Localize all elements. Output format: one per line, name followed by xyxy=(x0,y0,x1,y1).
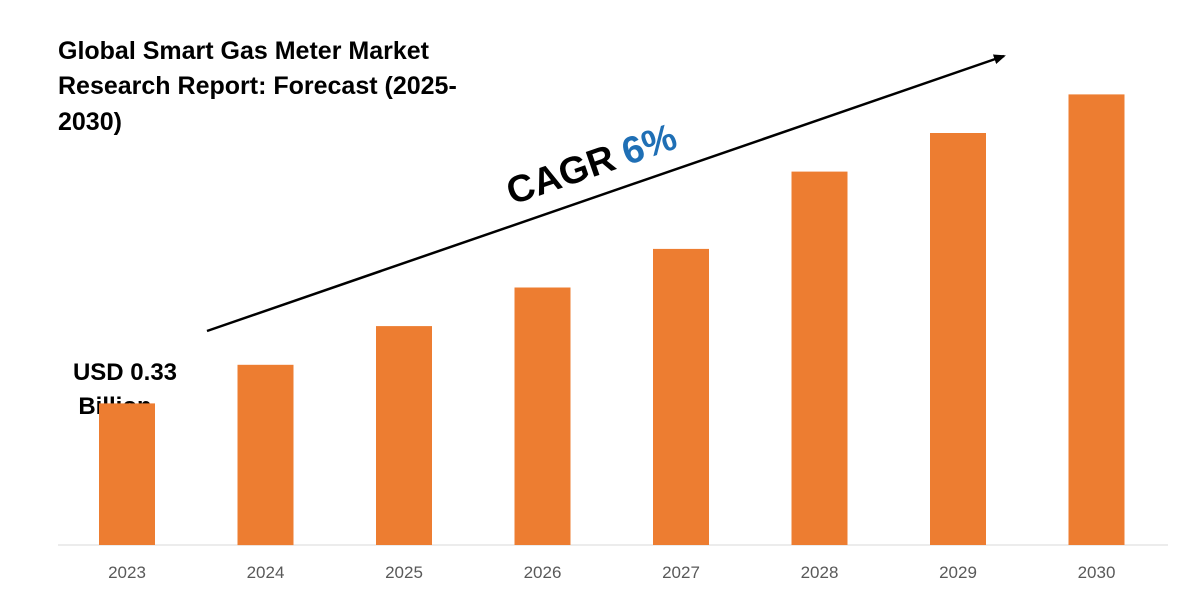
bar-2023 xyxy=(99,403,155,545)
x-tick-label-2023: 2023 xyxy=(108,563,146,582)
cagr-value: 6% xyxy=(617,116,683,174)
x-tick-label-2029: 2029 xyxy=(939,563,977,582)
x-tick-group: 2023 2024 2025 2026 2027 2028 2029 2030 xyxy=(108,563,1115,582)
x-tick-label-2024: 2024 xyxy=(247,563,285,582)
bar-2028 xyxy=(791,171,848,545)
x-tick-label-2027: 2027 xyxy=(662,563,700,582)
x-tick-label-2030: 2030 xyxy=(1078,563,1116,582)
x-tick-label-2026: 2026 xyxy=(524,563,562,582)
chart-title-line-2: Research Report: Forecast (2025- xyxy=(58,72,457,100)
x-tick-label-2025: 2025 xyxy=(385,563,423,582)
bar-2026 xyxy=(514,287,571,545)
start-value-line-1: USD 0.33 xyxy=(73,359,177,386)
bar-group xyxy=(99,94,1125,546)
bar-2027 xyxy=(653,248,709,545)
chart-title-line-3: 2030) xyxy=(58,108,122,136)
bar-2030 xyxy=(1068,94,1125,546)
bar-2024 xyxy=(237,364,294,546)
chart-title-line-1: Global Smart Gas Meter Market xyxy=(58,37,430,65)
bar-2025 xyxy=(376,326,432,545)
cagr-label: CAGR xyxy=(501,137,620,213)
x-tick-label-2028: 2028 xyxy=(801,563,839,582)
bar-2029 xyxy=(930,133,986,545)
trend-arrow xyxy=(206,54,1006,333)
